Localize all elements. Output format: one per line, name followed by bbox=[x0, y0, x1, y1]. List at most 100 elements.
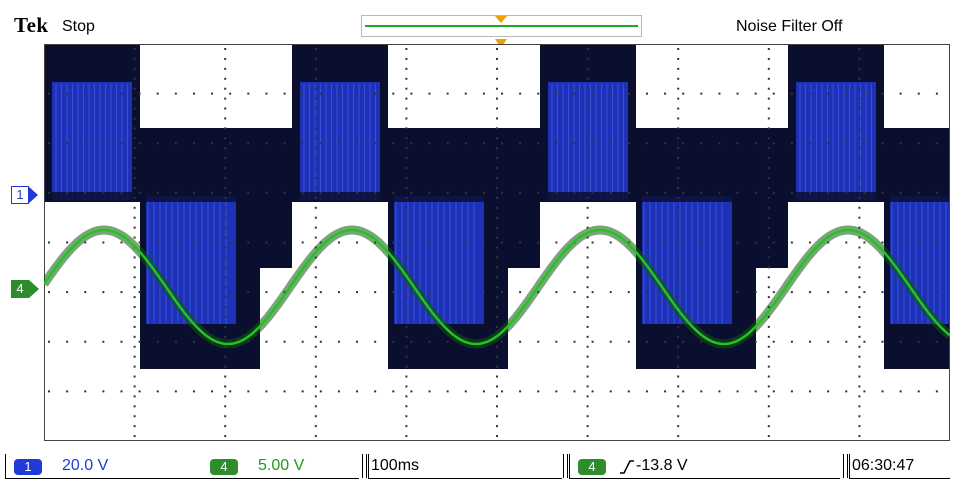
graticule-dot bbox=[772, 340, 775, 343]
graticule-dot bbox=[392, 390, 395, 393]
graticule-dot bbox=[501, 142, 503, 145]
graticule-dot bbox=[700, 241, 703, 244]
graticule-dot bbox=[337, 142, 340, 145]
graticule-dot bbox=[767, 286, 770, 289]
graticule-dot bbox=[84, 142, 87, 145]
graticule-dot bbox=[356, 390, 359, 393]
graticule-dot bbox=[899, 390, 902, 393]
graticule-dot bbox=[314, 276, 317, 279]
graticule-dot bbox=[374, 291, 377, 294]
graticule-dot bbox=[677, 48, 680, 50]
graticule-dot bbox=[899, 92, 902, 95]
graticule-dot bbox=[496, 226, 498, 229]
graticule-dot bbox=[586, 87, 589, 90]
graticule-dot bbox=[767, 177, 770, 180]
graticule-dot bbox=[229, 92, 232, 95]
graticule-dot bbox=[555, 390, 558, 393]
graticule-dot bbox=[767, 157, 770, 160]
noise-filter-label[interactable]: Noise Filter Off bbox=[736, 18, 843, 35]
ch4-badge: 4 bbox=[210, 459, 238, 475]
ch1-negative-burst bbox=[394, 196, 484, 324]
graticule-dot bbox=[863, 291, 866, 294]
graticule-dot bbox=[555, 142, 558, 145]
graticule-dot bbox=[356, 142, 359, 145]
record-position-bar[interactable] bbox=[361, 15, 642, 37]
graticule-dot bbox=[66, 142, 69, 145]
graticule-dot bbox=[319, 340, 322, 343]
graticule-dot bbox=[405, 87, 408, 90]
graticule-dot bbox=[501, 390, 503, 393]
graticule-dot bbox=[405, 246, 408, 249]
graticule-dot bbox=[314, 186, 317, 189]
graticule-dot bbox=[428, 340, 431, 343]
graticule-dot bbox=[858, 186, 861, 189]
graticule-dot bbox=[754, 390, 757, 393]
graticule-dot bbox=[496, 375, 498, 378]
graticule-dot bbox=[767, 415, 770, 418]
graticule-dot bbox=[133, 77, 136, 80]
graticule-dot bbox=[211, 191, 214, 194]
run-state-label[interactable]: Stop bbox=[62, 18, 95, 35]
graticule-dot bbox=[265, 340, 268, 343]
graticule-dot bbox=[211, 241, 214, 244]
graticule-dot bbox=[767, 77, 770, 80]
graticule-dot bbox=[405, 415, 408, 418]
timebase-cell[interactable]: 100ms bbox=[368, 454, 562, 479]
graticule-dot bbox=[405, 48, 408, 50]
graticule-dot bbox=[767, 117, 770, 120]
graticule-dot bbox=[464, 241, 467, 244]
graticule-dot bbox=[482, 92, 485, 95]
graticule-dot bbox=[677, 67, 680, 70]
graticule-dot bbox=[356, 241, 359, 244]
graticule-dot bbox=[677, 385, 680, 388]
graticule-dot bbox=[224, 435, 227, 438]
trigger-marker-icon[interactable] bbox=[495, 39, 507, 48]
graticule-dot bbox=[767, 127, 770, 130]
graticule-dot bbox=[754, 340, 757, 343]
graticule-dot bbox=[405, 167, 408, 170]
graticule-dot bbox=[84, 390, 87, 393]
graticule-dot bbox=[314, 385, 317, 388]
graticule-dot bbox=[224, 157, 227, 160]
graticule-dot bbox=[314, 87, 317, 90]
graticule-dot bbox=[772, 241, 775, 244]
graticule-dot bbox=[405, 395, 408, 398]
graticule-dot bbox=[174, 241, 177, 244]
graticule-dot bbox=[858, 77, 861, 80]
graticule-dot bbox=[138, 142, 141, 145]
graticule-dot bbox=[133, 107, 136, 110]
graticule-dot bbox=[138, 191, 141, 194]
graticule-dot bbox=[482, 142, 485, 145]
graticule-dot bbox=[174, 291, 177, 294]
waveform-display[interactable] bbox=[44, 44, 950, 441]
ch1-ground-marker[interactable]: 1 bbox=[11, 186, 39, 204]
graticule-dot bbox=[224, 415, 227, 418]
graticule-dot bbox=[573, 291, 576, 294]
graticule-dot bbox=[314, 345, 317, 348]
graticule-dot bbox=[935, 241, 938, 244]
graticule-dot bbox=[314, 405, 317, 408]
graticule-dot bbox=[192, 291, 195, 294]
graticule-dot bbox=[645, 340, 648, 343]
graticule-dot bbox=[586, 256, 589, 259]
graticule-dot bbox=[133, 435, 136, 438]
graticule-dot bbox=[247, 291, 250, 294]
graticule-dot bbox=[224, 355, 227, 358]
graticule-dot bbox=[677, 137, 680, 140]
ch4-ground-marker[interactable]: 4 bbox=[11, 280, 39, 298]
graticule-dot bbox=[224, 226, 227, 229]
graticule-dot bbox=[858, 385, 861, 388]
graticule-dot bbox=[428, 241, 431, 244]
channel-scale-cell[interactable]: 1 20.0 V 4 5.00 V bbox=[5, 454, 359, 479]
graticule-dot bbox=[446, 390, 449, 393]
graticule-dot bbox=[496, 196, 498, 199]
graticule-dot bbox=[283, 340, 286, 343]
graticule-dot bbox=[405, 196, 408, 199]
graticule-dot bbox=[767, 226, 770, 229]
ch1-positive-burst bbox=[796, 82, 876, 200]
graticule-dot bbox=[120, 390, 123, 393]
graticule-dot bbox=[410, 142, 413, 145]
graticule-dot bbox=[858, 325, 861, 328]
graticule-dot bbox=[224, 107, 227, 110]
trigger-cell[interactable]: 4 -13.8 V bbox=[569, 454, 840, 479]
